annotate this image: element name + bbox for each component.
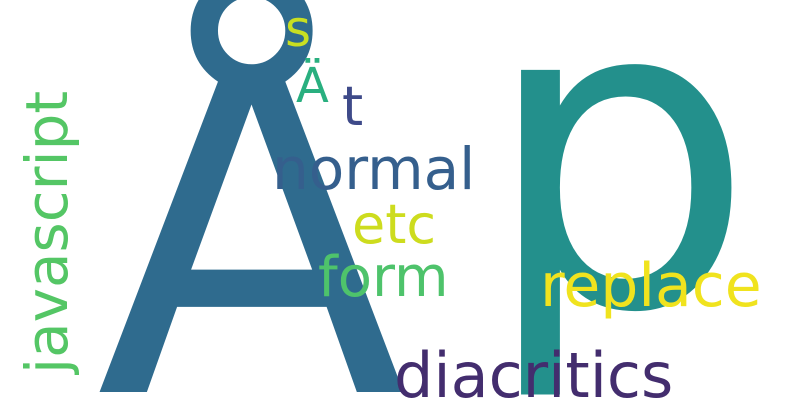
word-diacritics: diacritics [394, 339, 674, 400]
word-etc: etc [352, 193, 437, 256]
word-s: s [285, 0, 312, 58]
word-a-ring: Å [96, 0, 408, 400]
word-replace: replace [540, 251, 762, 321]
word-normal: normal [272, 135, 476, 203]
word-form: form [318, 245, 449, 310]
word-javascript: javascript [13, 90, 81, 374]
word-a-umlaut: Ä [296, 58, 329, 114]
word-t: t [342, 75, 364, 138]
word-p: p [482, 0, 755, 400]
